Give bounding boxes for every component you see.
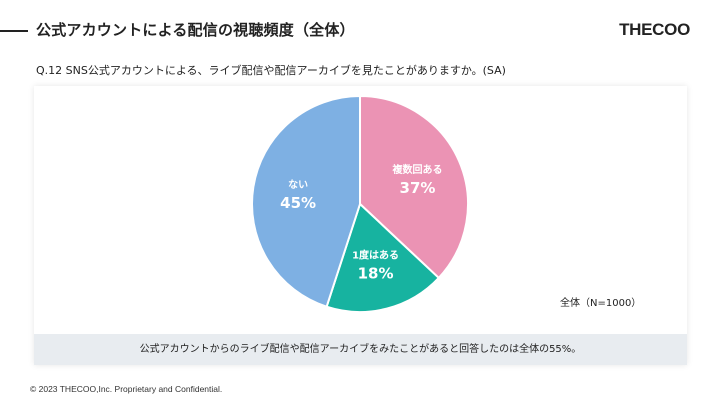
slice-label-0: 複数回ある [391, 163, 442, 176]
slice-value-0: 37% [400, 179, 436, 197]
company-logo: THECOO [619, 20, 690, 39]
question-text: Q.12 SNS公式アカウントによる、ライブ配信や配信アーカイブを見たことがあり… [36, 64, 506, 77]
page-title: 公式アカウントによる配信の視聴頻度（全体） [36, 21, 355, 39]
pie-slice-2 [251, 94, 361, 308]
pie-slice-0 [359, 94, 469, 280]
title-rule [0, 30, 28, 32]
slice-value-1: 18% [358, 265, 394, 283]
slice-label-1: 1度はある [352, 249, 399, 262]
chart-card: 複数回ある 37% 1度はある 18% ない 45% 全体（N=1000） 公式アカウント… [34, 86, 687, 365]
pie-slice-1 [325, 202, 441, 313]
copyright-footer: © 2023 THECOO,Inc. Proprietary and Confi… [30, 384, 223, 394]
summary-bar: 公式アカウントからのライブ配信や配信アーカイブをみたことがあると回答したのは全体… [34, 334, 687, 365]
slice-value-2: 45% [280, 194, 316, 212]
pie-chart: 複数回ある 37% 1度はある 18% ない 45% [251, 94, 469, 313]
slice-label-2: ない [288, 179, 308, 191]
sample-size-label: 全体（N=1000） [560, 298, 642, 309]
